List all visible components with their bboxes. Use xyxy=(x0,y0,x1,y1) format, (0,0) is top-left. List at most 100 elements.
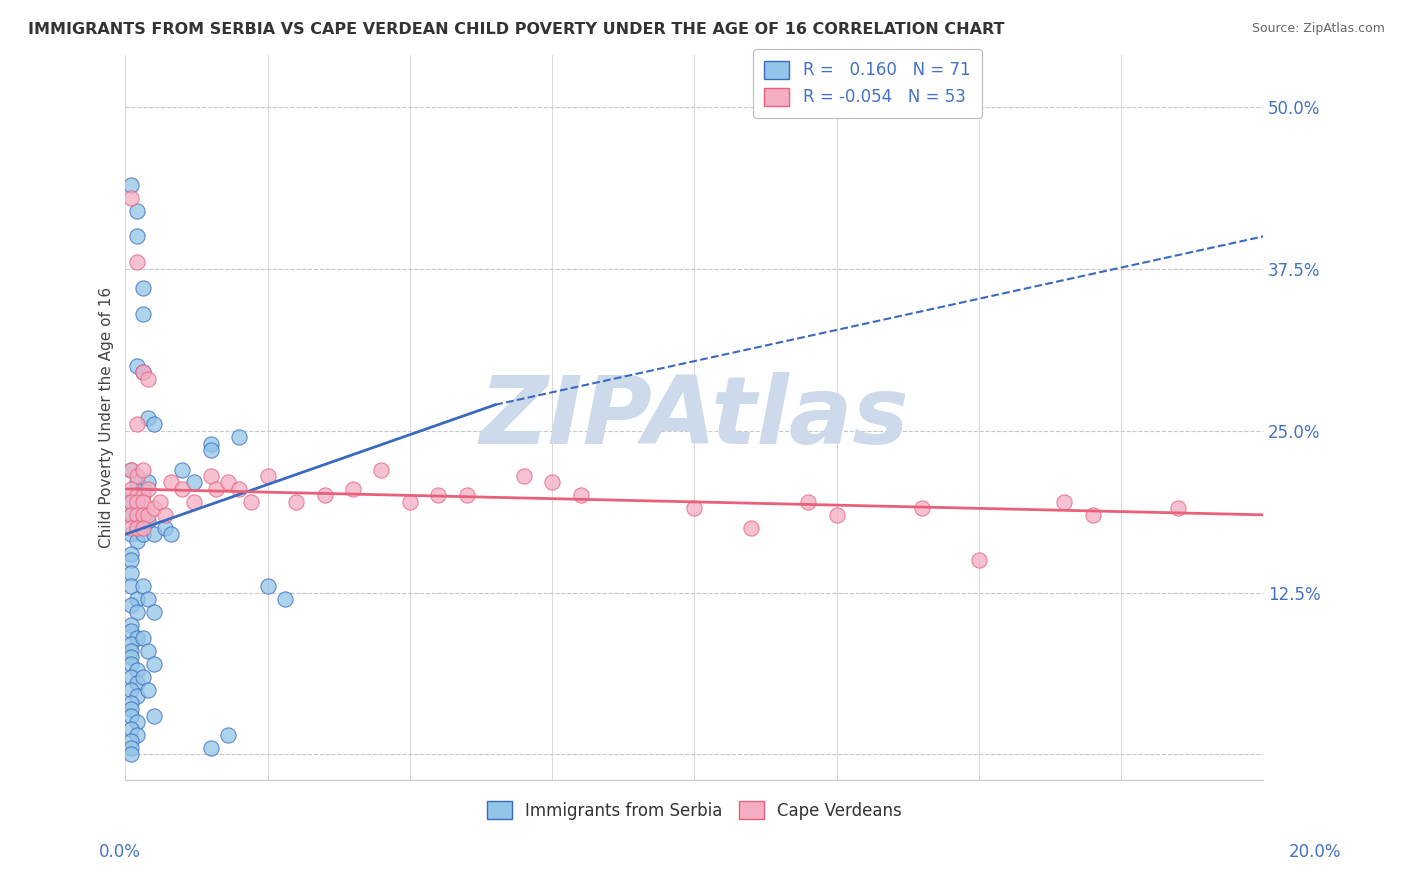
Point xyxy=(120,462,142,476)
Point xyxy=(120,191,142,205)
Point xyxy=(172,482,194,496)
Point xyxy=(120,696,142,710)
Point xyxy=(120,702,142,716)
Point xyxy=(125,605,148,619)
Point xyxy=(285,495,308,509)
Point xyxy=(797,495,820,509)
Point xyxy=(125,631,148,645)
Point xyxy=(125,488,148,502)
Point xyxy=(512,469,534,483)
Point xyxy=(131,527,153,541)
Point xyxy=(120,462,142,476)
Point xyxy=(125,475,148,490)
Point xyxy=(456,488,478,502)
Point xyxy=(142,417,165,432)
Point xyxy=(228,430,250,444)
Point xyxy=(120,482,142,496)
Point xyxy=(131,579,153,593)
Point xyxy=(142,605,165,619)
Point xyxy=(200,436,222,450)
Point xyxy=(120,722,142,736)
Point xyxy=(120,734,142,748)
Point xyxy=(131,521,153,535)
Point xyxy=(740,521,762,535)
Point xyxy=(125,714,148,729)
Point xyxy=(217,728,239,742)
Point xyxy=(120,650,142,665)
Text: ZIPAtlas: ZIPAtlas xyxy=(479,372,910,464)
Point xyxy=(125,663,148,677)
Point xyxy=(120,670,142,684)
Point xyxy=(120,624,142,639)
Point xyxy=(1167,501,1189,516)
Point xyxy=(256,579,278,593)
Point xyxy=(120,740,142,755)
Legend: Immigrants from Serbia, Cape Verdeans: Immigrants from Serbia, Cape Verdeans xyxy=(479,795,908,826)
Point xyxy=(183,495,205,509)
Point xyxy=(125,203,148,218)
Point xyxy=(125,521,148,535)
Point xyxy=(314,488,336,502)
Point xyxy=(131,670,153,684)
Point xyxy=(120,495,142,509)
Point xyxy=(274,592,297,607)
Point xyxy=(131,508,153,522)
Point xyxy=(136,644,159,658)
Point xyxy=(131,631,153,645)
Y-axis label: Child Poverty Under the Age of 16: Child Poverty Under the Age of 16 xyxy=(100,287,114,549)
Point xyxy=(125,501,148,516)
Point xyxy=(125,533,148,548)
Point xyxy=(155,508,177,522)
Point xyxy=(342,482,364,496)
Point xyxy=(131,495,153,509)
Point xyxy=(125,592,148,607)
Point xyxy=(120,566,142,581)
Point xyxy=(131,365,153,379)
Text: IMMIGRANTS FROM SERBIA VS CAPE VERDEAN CHILD POVERTY UNDER THE AGE OF 16 CORRELA: IMMIGRANTS FROM SERBIA VS CAPE VERDEAN C… xyxy=(28,22,1005,37)
Point xyxy=(136,508,159,522)
Point xyxy=(125,469,148,483)
Point xyxy=(200,469,222,483)
Point xyxy=(120,644,142,658)
Point xyxy=(120,747,142,762)
Point xyxy=(125,229,148,244)
Point xyxy=(125,514,148,528)
Point xyxy=(136,372,159,386)
Point xyxy=(131,281,153,295)
Point xyxy=(125,676,148,690)
Point xyxy=(217,475,239,490)
Point xyxy=(120,618,142,632)
Text: 20.0%: 20.0% xyxy=(1288,843,1341,861)
Point xyxy=(120,521,142,535)
Point xyxy=(131,462,153,476)
Point xyxy=(120,508,142,522)
Point xyxy=(120,508,142,522)
Point xyxy=(155,521,177,535)
Point xyxy=(120,579,142,593)
Point xyxy=(120,553,142,567)
Point xyxy=(120,547,142,561)
Point xyxy=(142,527,165,541)
Point xyxy=(911,501,934,516)
Point xyxy=(399,495,422,509)
Point xyxy=(370,462,392,476)
Point xyxy=(131,482,153,496)
Point xyxy=(239,495,262,509)
Point xyxy=(131,365,153,379)
Point xyxy=(125,255,148,269)
Point xyxy=(120,637,142,651)
Point xyxy=(120,708,142,723)
Point xyxy=(142,708,165,723)
Point xyxy=(1053,495,1076,509)
Point xyxy=(205,482,228,496)
Point xyxy=(1081,508,1104,522)
Point xyxy=(228,482,250,496)
Point xyxy=(427,488,450,502)
Point xyxy=(125,359,148,373)
Point xyxy=(125,495,148,509)
Point xyxy=(136,592,159,607)
Point xyxy=(120,682,142,697)
Point xyxy=(683,501,706,516)
Point xyxy=(120,599,142,613)
Point xyxy=(120,657,142,671)
